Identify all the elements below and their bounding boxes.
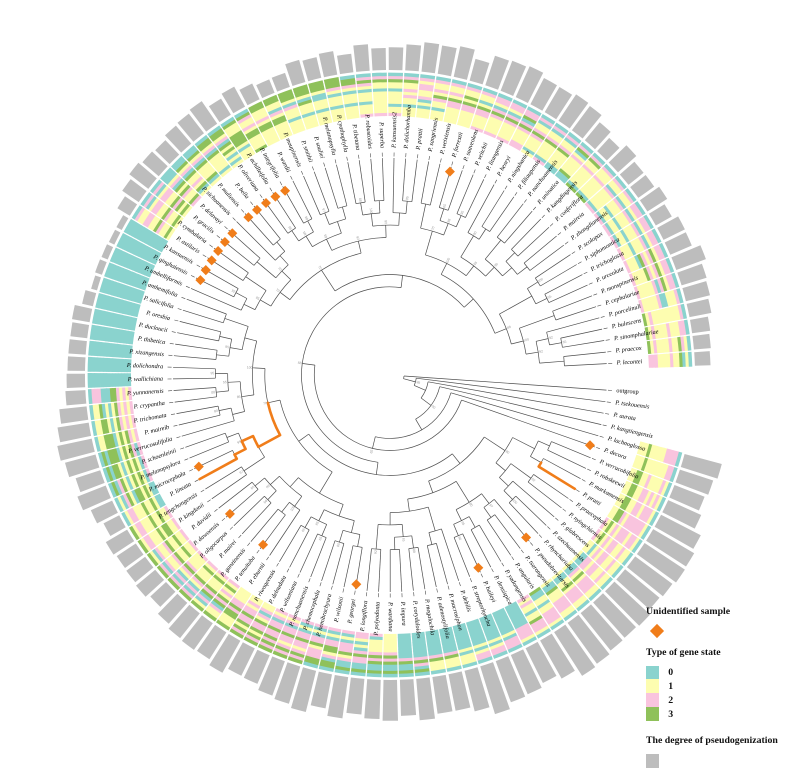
svg-text:P. lecontei: P. lecontei: [616, 358, 643, 366]
svg-text:100: 100: [247, 365, 253, 369]
svg-text:100: 100: [369, 208, 374, 214]
svg-text:92: 92: [374, 550, 378, 554]
svg-text:95: 95: [210, 371, 214, 375]
svg-text:55: 55: [223, 380, 227, 384]
svg-text:65: 65: [401, 538, 405, 542]
svg-text:P. kansuensis2: P. kansuensis2: [391, 112, 399, 149]
svg-text:80: 80: [384, 220, 388, 224]
svg-text:88: 88: [211, 390, 215, 394]
svg-text:88: 88: [358, 198, 363, 203]
svg-text:88: 88: [412, 549, 416, 553]
svg-text:85: 85: [225, 345, 230, 350]
svg-text:P. wardiana: P. wardiana: [387, 601, 394, 632]
svg-text:92: 92: [539, 349, 543, 354]
svg-text:P. dolichondra: P. dolichondra: [126, 362, 164, 370]
svg-text:P. impura: P. impura: [399, 601, 407, 626]
svg-text:85: 85: [237, 395, 241, 400]
svg-text:85: 85: [405, 196, 409, 200]
svg-text:88: 88: [297, 361, 301, 365]
svg-text:P. superba: P. superba: [378, 121, 386, 148]
svg-text:P. wallichiana: P. wallichiana: [127, 376, 163, 384]
